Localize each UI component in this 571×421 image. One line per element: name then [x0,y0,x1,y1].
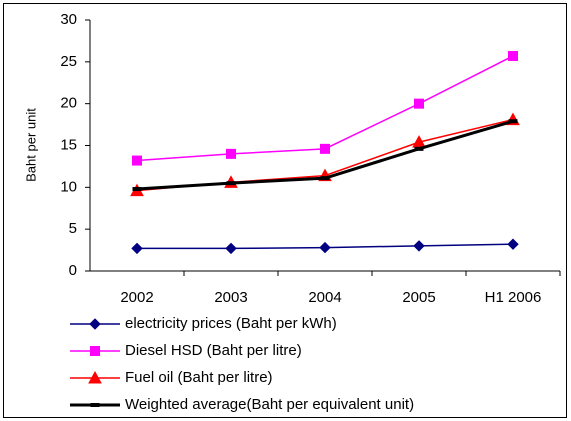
marker [319,241,331,254]
x-tick-label: H1 2006 [485,289,542,306]
x-tick-label: 2004 [308,289,341,306]
marker [90,403,100,407]
marker [413,240,425,252]
marker [414,98,424,109]
marker [508,50,518,61]
legend-label: electricity prices (Baht per kWh) [125,315,337,332]
y-tick-label: 0 [69,262,77,279]
marker [132,187,142,192]
marker [89,318,101,330]
marker [226,181,236,186]
marker [132,155,142,166]
marker [225,242,237,255]
y-tick-label: 15 [60,136,77,153]
marker [226,148,236,159]
marker [508,119,518,124]
marker [88,370,102,384]
x-tick-label: 2005 [402,289,435,306]
x-tick-label: 2003 [214,289,247,306]
y-tick-label: 20 [60,95,77,112]
x-tick-label: 2002 [120,289,153,306]
marker [131,242,143,255]
y-tick-label: 25 [60,53,77,70]
marker [320,176,330,181]
marker [414,146,424,151]
y-tick-label: 30 [60,11,77,28]
legend-label: Weighted average(Baht per equivalent uni… [125,396,414,413]
y-tick-label: 10 [60,178,77,195]
chart-border [3,3,567,418]
y-axis-label: Baht per unit [23,108,38,182]
legend-label: Fuel oil (Baht per litre) [125,369,273,386]
marker [320,143,330,154]
legend-label: Diesel HSD (Baht per litre) [125,342,302,359]
marker [90,346,100,356]
y-tick-label: 5 [69,220,77,237]
marker [507,238,519,250]
